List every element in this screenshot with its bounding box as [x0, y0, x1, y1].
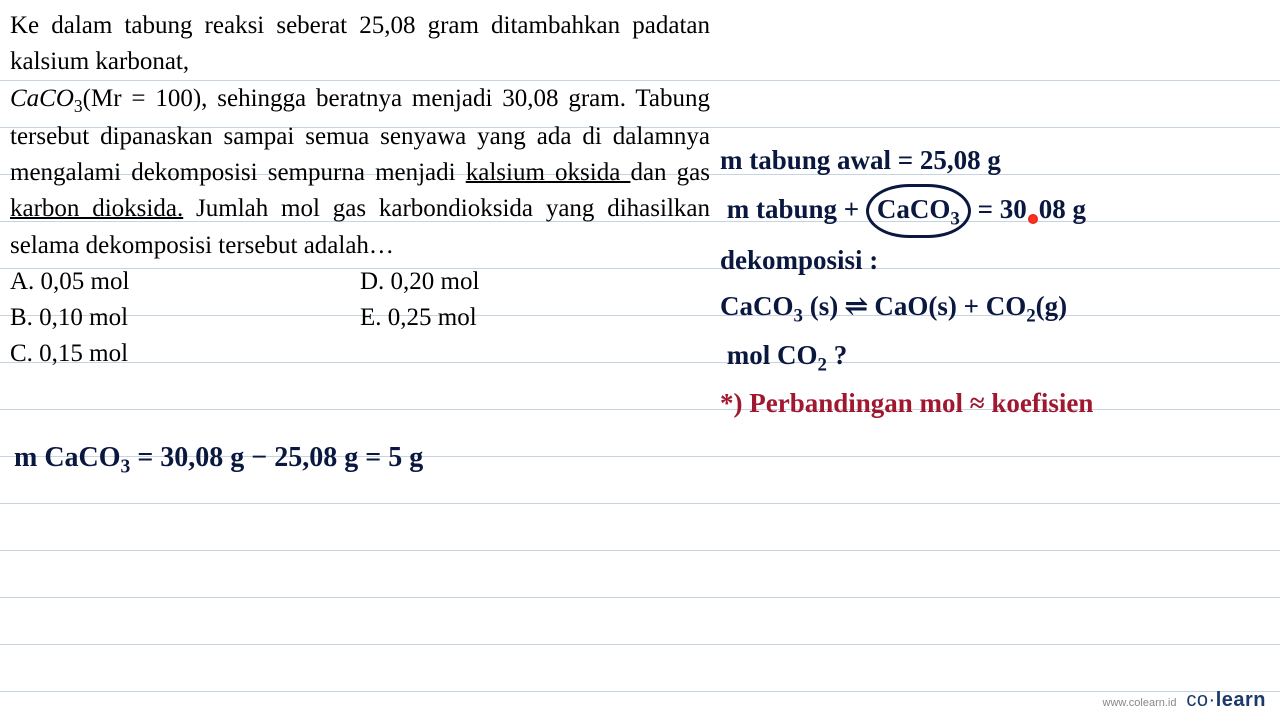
- handwritten-notes: m tabung awal = 25,08 g m tabung + CaCO3…: [720, 138, 1260, 427]
- r4a-sub: 3: [794, 306, 803, 327]
- r4s3: (g): [1036, 291, 1067, 321]
- r4s1: (s): [803, 291, 845, 321]
- mid-text: dan gas: [630, 159, 710, 186]
- r2-post2: 08 g: [1039, 194, 1086, 224]
- r6-text: Perbandingan mol ≈ koefisien: [743, 388, 1094, 418]
- brand-dot: ·: [1209, 689, 1216, 711]
- option-d: D. 0,20 mol: [360, 264, 710, 300]
- brand-a: co: [1186, 689, 1208, 711]
- option-a: A. 0,05 mol: [10, 264, 360, 300]
- r4c-sub: 2: [1026, 306, 1035, 327]
- r2-circ-sub: 3: [950, 208, 959, 229]
- r2-circ: CaCO: [877, 194, 951, 224]
- note-row-3: dekomposisi :: [720, 238, 1260, 284]
- r5-sub: 2: [818, 354, 827, 375]
- r4a: CaCO: [720, 291, 794, 321]
- option-c: C. 0,15 mol: [10, 336, 360, 372]
- mr-open: (Mr: [83, 85, 122, 112]
- note-row-2: m tabung + CaCO3 = 30 08 g: [720, 184, 1260, 239]
- circled-caco3: CaCO3: [866, 184, 971, 239]
- underline-1: kalsium oksida: [466, 159, 631, 186]
- r2-pre: m tabung +: [727, 194, 866, 224]
- note-row-1: m tabung awal = 25,08 g: [720, 138, 1260, 184]
- option-e: E. 0,25 mol: [360, 300, 710, 336]
- brand-logo: co·learn: [1186, 689, 1266, 711]
- note-row-5: mol CO2 ?: [720, 333, 1260, 382]
- note-row-6: *) Perbandingan mol ≈ koefisien: [720, 381, 1260, 427]
- r2-post: = 30: [971, 194, 1027, 224]
- equilibrium-arrows-icon: ⇌: [845, 291, 868, 321]
- r4s2: (s) +: [928, 291, 985, 321]
- formula-sub: 3: [74, 96, 83, 116]
- underline-2: karbon dioksida.: [10, 195, 183, 222]
- r6-mark: *): [720, 388, 743, 418]
- note-row-4: CaCO3 (s) ⇌ CaO(s) + CO2(g): [720, 284, 1260, 333]
- question-p1: Ke dalam tabung reaksi seberat 25,08 gra…: [10, 12, 710, 75]
- formula-name: CaCO: [10, 85, 74, 112]
- options-grid: A. 0,05 mol D. 0,20 mol B. 0,10 mol E. 0…: [10, 264, 710, 373]
- bcalc-rest: = 30,08 g − 25,08 g = 5 g: [130, 442, 423, 473]
- bcalc-sub: 3: [121, 457, 131, 478]
- brand-b: learn: [1216, 689, 1266, 711]
- bcalc-pre: m CaCO: [14, 442, 121, 473]
- footer: www.colearn.id co·learn: [1103, 689, 1266, 712]
- bottom-calculation: m CaCO3 = 30,08 g − 25,08 g = 5 g: [14, 442, 423, 479]
- footer-url: www.colearn.id: [1103, 697, 1177, 709]
- r1-pre: m tabung awal =: [720, 145, 920, 175]
- r5a: mol CO: [727, 340, 818, 370]
- option-b: B. 0,10 mol: [10, 300, 360, 336]
- r4c: CO: [986, 291, 1027, 321]
- r4b: CaO: [868, 291, 929, 321]
- r5b: ?: [827, 340, 847, 370]
- red-dot-icon: [1028, 214, 1038, 224]
- r1-val: 25,08 g: [920, 145, 1001, 175]
- question-block: Ke dalam tabung reaksi seberat 25,08 gra…: [10, 8, 710, 373]
